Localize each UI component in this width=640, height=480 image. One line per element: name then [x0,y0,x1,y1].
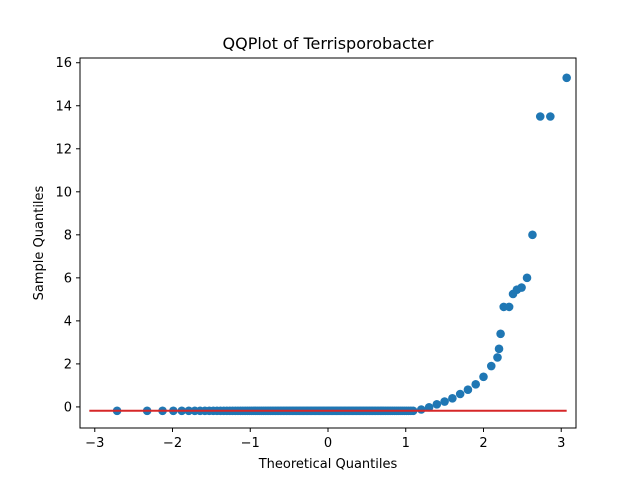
y-tick-label: 6 [64,271,72,286]
data-point [486,361,496,371]
y-tick-label: 8 [64,228,72,243]
y-tick-label: 16 [55,56,72,71]
data-point [496,329,505,339]
data-point [546,112,555,121]
x-tick-label: −3 [85,436,104,451]
y-tick-label: 10 [55,185,72,200]
data-point [416,405,426,414]
data-point [517,283,526,292]
y-tick-label: 0 [64,400,72,415]
data-point [535,112,545,121]
y-tick-label: 14 [55,99,72,114]
data-point [463,385,473,395]
x-tick-label: −1 [241,436,260,451]
data-point [432,400,442,409]
x-tick-label: 3 [557,436,565,451]
data-point [493,353,502,362]
x-tick-label: 1 [402,436,410,451]
data-point [562,73,571,83]
x-tick-label: 2 [479,436,487,451]
data-point [424,403,434,412]
y-tick-label: 2 [64,357,72,372]
x-tick-label: 0 [324,436,332,451]
data-point [522,273,532,283]
y-axis-label: Sample Quantiles [32,185,47,300]
data-point [504,302,514,312]
x-axis-ticks: −3 −2 −1 0 1 2 3 [85,428,565,451]
y-axis-ticks: 0 2 4 6 8 10 12 14 16 [55,56,80,415]
data-point [494,344,504,354]
chart-title: QQPlot of Terrisporobacter [223,34,434,53]
data-point [471,380,481,389]
data-point [528,230,537,240]
data-point [440,397,449,406]
x-axis-label: Theoretical Quantiles [258,457,398,472]
data-point [479,372,488,382]
data-point [448,394,457,403]
y-tick-label: 4 [64,314,72,329]
y-tick-label: 12 [55,142,72,157]
data-point [455,389,465,399]
x-tick-label: −2 [163,436,182,451]
